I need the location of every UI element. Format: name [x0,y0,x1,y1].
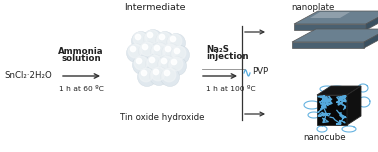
Polygon shape [347,86,361,125]
Circle shape [168,34,182,48]
Polygon shape [317,95,347,125]
Circle shape [164,70,170,76]
Circle shape [166,33,186,52]
Circle shape [143,44,148,50]
Circle shape [135,34,141,40]
Circle shape [163,44,177,58]
Circle shape [140,42,154,56]
Circle shape [147,32,153,38]
Circle shape [141,70,147,76]
Circle shape [145,30,159,44]
Circle shape [170,36,176,42]
Text: 1 h at 60 ºC: 1 h at 60 ºC [59,86,104,92]
Circle shape [174,48,180,54]
Polygon shape [292,29,378,42]
Circle shape [159,56,173,70]
Circle shape [133,32,147,46]
Circle shape [144,29,163,48]
Circle shape [169,57,183,71]
Circle shape [170,45,189,64]
Circle shape [161,67,180,86]
Circle shape [132,31,150,50]
Polygon shape [292,42,364,48]
Circle shape [158,55,177,74]
Text: Tin oxide hydroxide: Tin oxide hydroxide [120,113,204,122]
Circle shape [171,59,177,65]
Circle shape [133,55,152,74]
Circle shape [134,56,148,70]
Circle shape [172,46,186,60]
Circle shape [152,43,166,57]
Circle shape [127,43,146,62]
Circle shape [130,46,136,52]
Text: Ammonia: Ammonia [58,47,104,56]
Circle shape [162,68,176,82]
Circle shape [151,67,165,81]
Circle shape [138,41,158,60]
Polygon shape [294,11,378,24]
Circle shape [147,55,161,69]
Circle shape [165,46,170,52]
Text: PVP: PVP [252,67,268,76]
Circle shape [155,31,175,50]
Circle shape [128,44,142,58]
Polygon shape [366,11,378,30]
Polygon shape [294,24,366,30]
Circle shape [149,57,155,63]
Circle shape [136,58,142,64]
Text: 1 h at 100 ºC: 1 h at 100 ºC [206,86,256,92]
Circle shape [150,67,169,85]
Text: SnCl₂·2H₂O: SnCl₂·2H₂O [4,71,52,81]
Circle shape [161,43,181,62]
Circle shape [161,58,167,64]
Circle shape [146,55,164,74]
Text: Na₂S: Na₂S [206,45,229,54]
Polygon shape [317,86,361,95]
Circle shape [138,67,156,86]
Circle shape [153,69,159,75]
Circle shape [154,45,160,51]
Circle shape [150,43,169,62]
Circle shape [139,68,153,82]
Text: nanocube: nanocube [303,133,345,142]
Polygon shape [364,29,378,48]
Text: nanoplate: nanoplate [291,3,335,12]
Text: Intermediate: Intermediate [124,3,186,12]
Text: solution: solution [61,54,101,63]
Text: injection: injection [206,52,248,61]
Polygon shape [310,12,350,18]
Circle shape [157,32,171,46]
Circle shape [160,34,165,40]
Circle shape [167,57,186,76]
